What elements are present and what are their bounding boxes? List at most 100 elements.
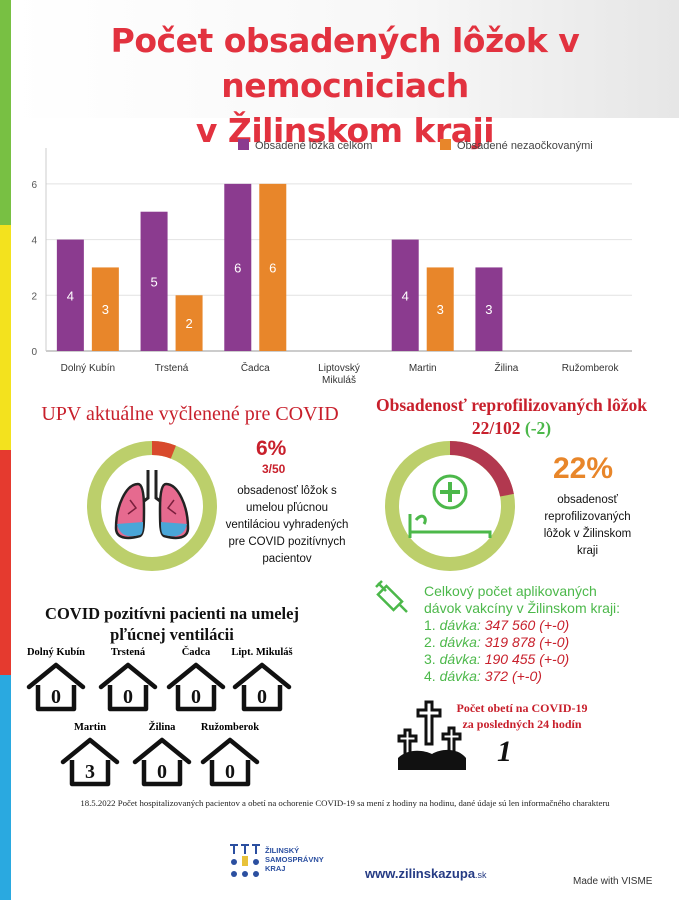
- bar: [175, 295, 203, 351]
- dose-label: dávka:: [439, 651, 485, 667]
- x-tick-label: Čadca: [241, 361, 270, 374]
- header-band: [11, 0, 679, 118]
- bar-value-label: 3: [485, 302, 492, 317]
- upv-ring-track: [87, 441, 217, 571]
- house-roof: [26, 662, 86, 690]
- legend-swatch: [238, 139, 249, 150]
- vaccine-block: Celkový počet aplikovaných dávok vakcíny…: [424, 583, 674, 685]
- bar-value-label: 6: [234, 260, 241, 275]
- hospital-house-label: Čadca: [181, 647, 211, 658]
- house-walls: [209, 760, 251, 787]
- hospital-house-value: 0: [157, 761, 167, 783]
- bar-value-label: 3: [102, 302, 109, 317]
- hospital-house-label: Trstená: [110, 647, 146, 658]
- upv-heading: UPV aktuálne vyčlenené pre COVID: [41, 403, 339, 425]
- vaccine-dose-row: 2. dávka: 319 878 (+-0): [424, 634, 674, 651]
- house-walls: [175, 685, 217, 712]
- legend-label: Obsadené lôžka celkom: [255, 140, 372, 152]
- bar-value-label: 4: [67, 288, 74, 303]
- house-icon: 0: [132, 737, 192, 787]
- house-icon: 0: [232, 662, 292, 712]
- footer-note: 18.5.2022 Počet hospitalizovaných pacien…: [80, 798, 610, 808]
- dose-number: 3.: [424, 651, 440, 667]
- house-roof: [98, 662, 158, 690]
- upv-description-line: pacientov: [262, 553, 312, 565]
- upv-fraction: 3/50: [262, 462, 286, 476]
- dose-number: 1.: [424, 617, 440, 633]
- vaccine-dose-row: 1. dávka: 347 560 (+-0): [424, 617, 674, 634]
- vaccine-dose-list: 1. dávka: 347 560 (+-0) 2. dávka: 319 878…: [424, 617, 674, 685]
- upv-ring: [87, 441, 217, 571]
- house-walls: [107, 685, 149, 712]
- coat-of-arms-icon: [230, 844, 260, 877]
- logo-line-3: KRAJ: [265, 864, 286, 873]
- vaccine-heading-line-2: dávok vakcíny v Žilinskom kraji:: [424, 600, 621, 616]
- house-walls: [141, 760, 183, 787]
- hospital-house-label: Martin: [73, 722, 107, 733]
- vaccine-heading-line-1: Celkový počet aplikovaných: [424, 583, 597, 599]
- reprofil-description: obsadenosť reprofilizovaných lôžok v Žilin…: [525, 492, 650, 560]
- vaccine-dose-row: 4. dávka: 372 (+-0): [424, 668, 674, 685]
- dose-number: 4.: [424, 668, 440, 684]
- hospital-bed-icon: [408, 474, 492, 538]
- house-roof: [232, 662, 292, 690]
- bar: [91, 267, 119, 351]
- dose-value: 372: [484, 668, 512, 684]
- x-tick-label: Trstená: [155, 363, 189, 374]
- upv-description-line: obsadenosť lôžok s: [237, 485, 337, 497]
- reprofil-heading: Obsadenosť reprofilizovaných lôžok 22/10…: [349, 394, 674, 440]
- upv-description: obsadenosť lôžok s umelou pľúcnou ventilác…: [222, 483, 352, 568]
- y-tick-label: 6: [31, 180, 37, 191]
- y-tick-label: 4: [31, 236, 37, 247]
- region-logo: [228, 840, 328, 882]
- bar: [56, 239, 84, 351]
- reprofil-description-line: kraji: [576, 545, 599, 557]
- bar-value-label: 5: [150, 274, 157, 289]
- sidebar-stripe-green: [0, 0, 11, 225]
- dose-value: 347 560: [484, 617, 540, 633]
- sidebar-stripe-red: [0, 450, 11, 675]
- ventilation-heading-line-1: COVID pozitívni pacienti na umelej: [45, 604, 299, 623]
- hospital-house: Dolný Kubín 0: [24, 647, 88, 718]
- reprofil-change: (-2): [524, 418, 552, 438]
- ventilation-heading: COVID pozitívni pacienti na umelej pľúcn…: [22, 603, 322, 645]
- dose-label: dávka:: [439, 668, 485, 684]
- y-tick-label: 0: [31, 347, 37, 358]
- bar-value-label: 4: [402, 288, 409, 303]
- website-suffix: .sk: [475, 870, 487, 880]
- upv-percent: 6%: [256, 437, 287, 460]
- hospital-house-label: Dolný Kubín: [26, 647, 86, 658]
- bar: [426, 267, 454, 351]
- dose-change: (+-0): [539, 651, 570, 667]
- x-tick-label: Mikuláš: [322, 375, 356, 386]
- deaths-label: Počet obetí na COVID-19 za posledných 24…: [432, 700, 612, 732]
- hospital-house-value: 0: [123, 686, 133, 708]
- made-with-badge: Made with VISME: [573, 876, 653, 887]
- logo-text: ŽILINSKÝ SAMOSPRÁVNY KRAJ: [265, 846, 324, 873]
- x-tick-label: Dolný Kubín: [61, 363, 115, 374]
- color-sidebar: [0, 0, 11, 900]
- reprofil-heading-line-1: Obsadenosť reprofilizovaných lôžok: [376, 395, 647, 415]
- legend-label: Obsadené nezaočkovanými: [457, 140, 593, 152]
- deaths-label-line-1: Počet obetí na COVID-19: [456, 701, 588, 715]
- upv-ring-filled-arc: [87, 441, 217, 571]
- vaccine-dose-row: 3. dávka: 190 455 (+-0): [424, 651, 674, 668]
- house-roof: [166, 662, 226, 690]
- website-link[interactable]: www.zilinskazupa.sk: [365, 866, 487, 881]
- house-walls: [241, 685, 283, 712]
- hospital-house: Lipt. Mikuláš 0: [230, 647, 294, 718]
- dose-value: 190 455: [484, 651, 540, 667]
- x-tick-label: Ružomberok: [562, 363, 620, 374]
- graves-icon: [397, 700, 466, 770]
- house-walls: [69, 760, 111, 787]
- bar: [391, 239, 419, 351]
- bar: [475, 267, 503, 351]
- x-tick-label: Liptovský: [318, 363, 360, 374]
- hospital-house: Martin 3: [58, 722, 122, 793]
- dose-change: (+-0): [511, 668, 542, 684]
- y-tick-label: 2: [31, 291, 37, 302]
- house-icon: 0: [98, 662, 158, 712]
- bar: [224, 183, 252, 351]
- hospital-house-value: 3: [85, 761, 95, 783]
- syringe-icon: [375, 580, 408, 613]
